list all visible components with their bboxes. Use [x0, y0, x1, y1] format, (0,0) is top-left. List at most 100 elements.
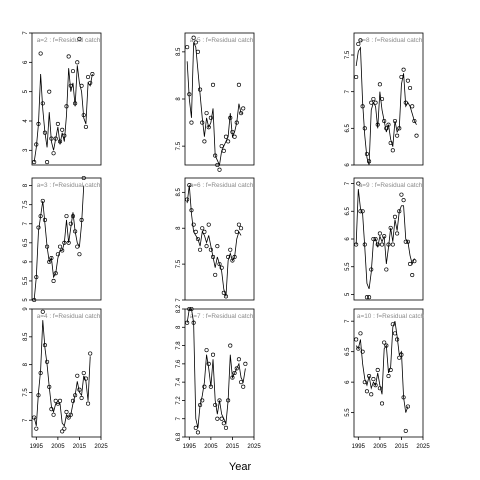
- data-point: [239, 111, 244, 116]
- data-point: [401, 67, 406, 72]
- y-tick-label: 6: [345, 237, 351, 241]
- data-point: [364, 389, 369, 394]
- data-point: [236, 222, 241, 227]
- data-point: [34, 275, 39, 280]
- panel-frame: [31, 308, 102, 438]
- data-point: [206, 125, 211, 130]
- data-point: [213, 153, 218, 158]
- data-point: [232, 254, 237, 259]
- panel-2: a=5 : f=Residual catch 7.5 8 8.5: [176, 32, 255, 172]
- y-tick-label: 7.5: [176, 141, 182, 150]
- x-tick-label: 2005: [373, 444, 387, 450]
- data-point: [191, 222, 196, 227]
- data-point: [42, 130, 47, 135]
- data-point: [32, 160, 37, 165]
- data-point: [358, 209, 363, 214]
- y-tick-label: 7.5: [23, 388, 29, 397]
- data-point: [81, 175, 86, 181]
- data-point: [384, 267, 389, 272]
- data-point: [79, 83, 84, 88]
- data-point: [241, 106, 246, 111]
- data-point: [187, 183, 192, 188]
- data-point: [405, 78, 410, 83]
- data-point: [392, 331, 398, 336]
- data-point: [401, 198, 406, 203]
- data-point: [360, 104, 365, 109]
- data-point: [379, 401, 385, 406]
- data-point: [241, 384, 246, 389]
- data-point: [40, 309, 45, 314]
- data-point: [191, 35, 196, 40]
- data-point: [187, 92, 192, 97]
- y-tick-label: 7.5: [345, 50, 351, 59]
- data-point: [210, 254, 216, 259]
- data-point: [51, 412, 56, 417]
- fitted-line: [186, 42, 244, 167]
- data-point: [369, 267, 374, 272]
- data-point: [47, 89, 52, 94]
- y-tick-label: 4: [23, 119, 29, 123]
- x-tick-label: 2005: [51, 444, 65, 450]
- data-point: [373, 236, 378, 242]
- data-point: [354, 337, 359, 342]
- y-tick-label: 3: [23, 148, 29, 152]
- panel-title: a=8 : f=Residual catch: [359, 37, 423, 44]
- data-point: [79, 395, 84, 401]
- data-point: [388, 367, 393, 373]
- panel-7: a=4 : f=Residual catch 7 7.5 8 8.5 9 1995 2005 2…: [23, 307, 108, 450]
- data-point: [195, 236, 200, 242]
- data-point: [408, 261, 413, 267]
- x-tick-label: 2015: [395, 444, 409, 450]
- data-point: [208, 384, 213, 389]
- data-point: [73, 393, 78, 398]
- data-point: [367, 159, 372, 164]
- data-point: [200, 226, 205, 231]
- data-point: [189, 208, 194, 213]
- data-point: [206, 361, 211, 366]
- data-point: [392, 118, 398, 124]
- data-point: [223, 294, 229, 299]
- data-point: [68, 221, 73, 226]
- data-point: [81, 370, 86, 376]
- y-tick-label: 6.8: [176, 432, 182, 441]
- data-point: [57, 139, 63, 144]
- data-point: [395, 337, 400, 342]
- data-point: [226, 398, 231, 403]
- data-point: [234, 366, 239, 371]
- fitted-line: [186, 308, 246, 428]
- data-point: [362, 242, 367, 247]
- data-point: [371, 236, 376, 242]
- data-point: [403, 428, 408, 433]
- y-tick-label: 5.5: [345, 408, 351, 417]
- data-point: [32, 415, 37, 420]
- y-tick-label: 7.8: [176, 341, 182, 350]
- data-point: [60, 127, 65, 132]
- x-axis-label: Year: [229, 461, 252, 473]
- data-point: [206, 222, 211, 227]
- data-point: [55, 252, 60, 257]
- data-point: [215, 162, 220, 168]
- data-point: [410, 272, 415, 278]
- data-point: [223, 134, 229, 139]
- data-point: [358, 38, 363, 43]
- data-point: [379, 96, 385, 102]
- data-point: [384, 343, 389, 348]
- fitted-line: [33, 185, 85, 301]
- data-point: [397, 355, 402, 360]
- panel-frame: [31, 177, 102, 301]
- data-point: [51, 151, 56, 156]
- data-point: [62, 426, 67, 431]
- data-point: [57, 244, 63, 249]
- data-point: [193, 40, 198, 45]
- data-point: [88, 80, 93, 85]
- data-point: [375, 122, 380, 127]
- data-point: [215, 416, 220, 421]
- data-point: [202, 384, 207, 389]
- data-point: [75, 60, 80, 65]
- y-tick-label: 8: [23, 362, 29, 366]
- data-point: [388, 140, 393, 146]
- x-tick-label: 2025: [416, 444, 430, 450]
- data-point: [358, 331, 363, 336]
- data-point: [377, 82, 382, 87]
- data-point: [36, 225, 41, 230]
